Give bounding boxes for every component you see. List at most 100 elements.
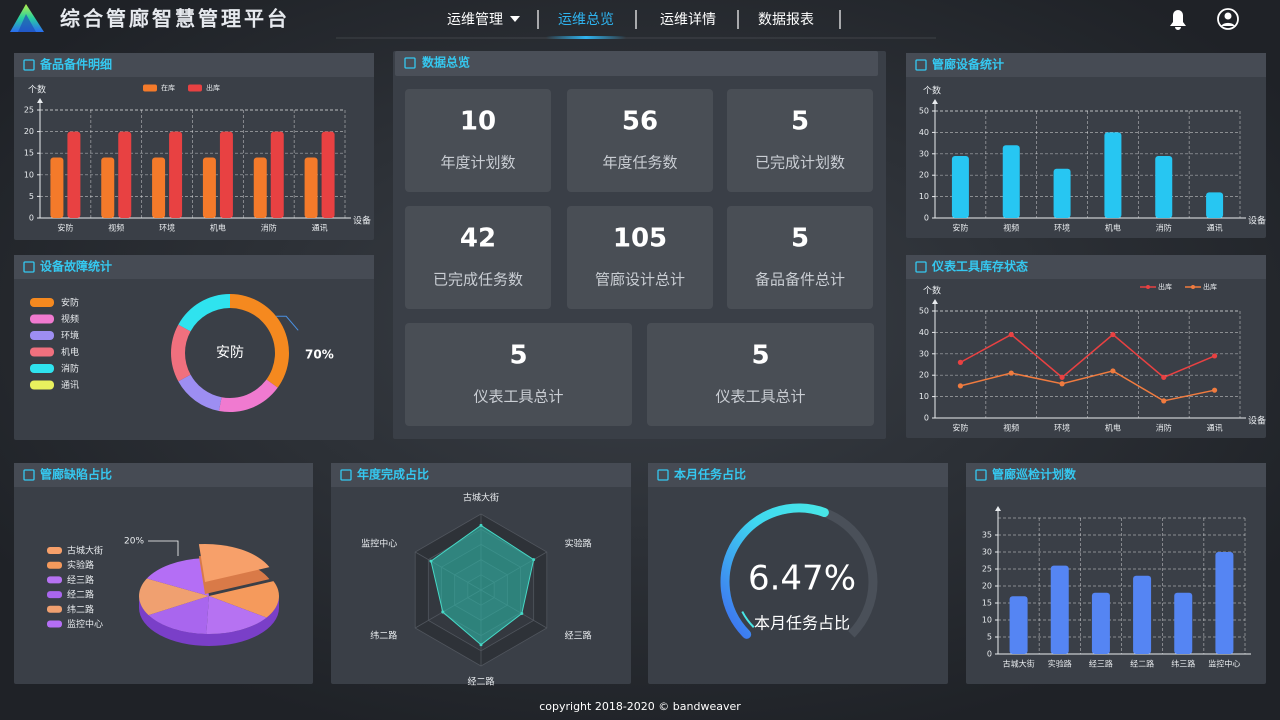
bar — [1104, 132, 1122, 218]
donut-center-label: 安防 — [216, 345, 244, 361]
panel-header — [14, 53, 374, 77]
radar-point — [429, 559, 433, 563]
nav-separators — [537, 10, 841, 29]
x-tick-label: 安防 — [57, 223, 73, 233]
legend-swatch — [30, 298, 54, 307]
y-tick-label: 0 — [29, 214, 34, 223]
panel-title: 管廊设备统计 — [932, 57, 1004, 72]
stat-card — [567, 89, 713, 192]
panel-title: 设备故障统计 — [40, 259, 112, 274]
y-axis-arrow — [932, 299, 938, 304]
x-tick-label: 监控中心 — [1208, 659, 1240, 669]
point — [1008, 370, 1014, 376]
x-tick-label: 通讯 — [1207, 223, 1223, 233]
bar — [169, 131, 183, 218]
stat-card — [405, 89, 551, 192]
x-tick-label: 消防 — [1156, 423, 1172, 433]
bar — [1155, 155, 1173, 218]
y-tick-label: 15 — [24, 149, 34, 158]
y-axis-label: 个数 — [923, 85, 941, 97]
legend-swatch — [30, 347, 54, 357]
annotation: 70% — [305, 348, 334, 362]
legend-swatch — [47, 591, 62, 599]
pie-side — [139, 596, 279, 646]
y-tick-label: 15 — [982, 599, 992, 608]
pie-slice — [146, 558, 209, 596]
gauge-label: 本月任务占比 — [754, 614, 850, 633]
panel — [906, 53, 1266, 238]
bar — [1133, 575, 1152, 654]
nav-item[interactable]: 运维详情 — [660, 12, 716, 28]
stat-label: 年度计划数 — [440, 154, 515, 172]
bar — [118, 131, 132, 218]
panel-icon — [915, 59, 927, 71]
x-tick-label: 环境 — [1054, 223, 1070, 233]
radar-label: 实验路 — [565, 538, 592, 550]
panel-title: 年度完成占比 — [357, 467, 429, 482]
app-title: 综合管廊智慧管理平台 — [60, 7, 290, 31]
legend-label: 出库 — [1158, 282, 1172, 291]
nav-item[interactable]: 数据报表 — [758, 12, 814, 28]
bar — [1053, 168, 1071, 218]
y-tick-label: 30 — [919, 349, 929, 358]
radar-point — [441, 610, 445, 614]
panel-header — [14, 255, 374, 279]
line — [960, 370, 1215, 402]
stat-value: 56 — [622, 107, 658, 137]
x-tick-label: 经三路 — [1089, 659, 1113, 669]
legend-label: 出库 — [206, 83, 220, 92]
x-axis-label: 设备 — [1248, 215, 1266, 227]
label-leader — [148, 540, 179, 556]
panel — [906, 255, 1266, 438]
y-tick-label: 35 — [982, 531, 992, 540]
y-tick-label: 10 — [919, 392, 929, 401]
nav-item[interactable]: 运维管理 — [447, 12, 503, 28]
point — [957, 359, 964, 365]
x-axis-label: 设备 — [1248, 415, 1266, 427]
data-label: 20% — [124, 537, 144, 547]
x-tick-label: 实验路 — [1048, 659, 1072, 669]
legend-swatch — [30, 314, 54, 324]
point — [1110, 331, 1116, 338]
dropdown-arrow[interactable] — [510, 16, 520, 22]
y-tick-label: 20 — [24, 127, 34, 136]
gauge-value-label: 6.47% — [748, 559, 856, 599]
legend-label: 消防 — [61, 363, 79, 375]
bar — [1215, 552, 1234, 654]
legend-label: 经三路 — [67, 574, 94, 586]
pie-slice — [209, 581, 279, 618]
y-tick-label: 20 — [919, 371, 929, 380]
stat-card — [405, 323, 632, 426]
legend-label: 环境 — [61, 330, 79, 342]
radar-point — [479, 523, 483, 527]
user-icon[interactable] — [1217, 8, 1239, 30]
stat-value: 105 — [613, 224, 667, 254]
point — [1211, 387, 1218, 393]
donut-segment — [218, 379, 278, 412]
y-axis-arrow — [37, 98, 43, 103]
radar-label: 经三路 — [565, 630, 592, 642]
y-tick-label: 0 — [987, 650, 992, 659]
x-tick-label: 通讯 — [312, 223, 328, 233]
x-tick-label: 安防 — [952, 423, 968, 433]
stat-value: 5 — [791, 107, 809, 137]
legend-swatch — [30, 380, 54, 390]
y-axis-label: 个数 — [28, 84, 46, 96]
logo-inner — [18, 14, 36, 32]
y-tick-label: 5 — [987, 633, 992, 642]
x-tick-label: 视频 — [108, 223, 124, 233]
y-tick-label: 30 — [982, 548, 992, 557]
legend-swatch — [47, 576, 62, 584]
gauge-decor — [720, 503, 829, 639]
stat-value: 5 — [791, 224, 809, 254]
stat-card — [567, 206, 713, 309]
nav-item[interactable]: 运维总览 — [558, 12, 614, 28]
y-tick-label: 30 — [919, 149, 929, 158]
notification-icon[interactable] — [1170, 10, 1186, 30]
stat-label: 仪表工具总计 — [715, 388, 805, 406]
donut-segment — [178, 374, 222, 411]
legend-label: 机电 — [61, 346, 79, 358]
panel-icon — [915, 261, 927, 273]
panel-header — [966, 463, 1266, 487]
